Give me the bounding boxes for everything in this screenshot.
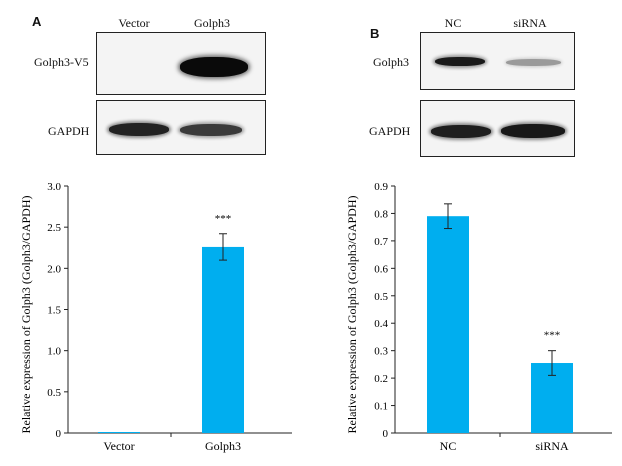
y-tick-label: 0.1 bbox=[374, 401, 388, 413]
row-label-gapdh-a: GAPDH bbox=[48, 124, 90, 138]
x-tick-label: Vector bbox=[103, 439, 134, 453]
band-a-gapdh-vector bbox=[109, 123, 169, 136]
x-tick-label: NC bbox=[440, 439, 457, 453]
lane-label-golph3: Golph3 bbox=[194, 16, 230, 30]
y-tick-label: 0.4 bbox=[374, 318, 388, 330]
y-tick-label: 0.7 bbox=[374, 236, 388, 248]
x-tick-label: siRNA bbox=[535, 439, 569, 453]
y-tick-label: 0.5 bbox=[374, 291, 388, 303]
significance-label: *** bbox=[544, 330, 561, 342]
y-tick-label: 0.2 bbox=[374, 373, 388, 385]
y-tick-label: 0 bbox=[383, 428, 389, 440]
band-b-golph3-nc bbox=[435, 57, 485, 66]
band-b-gapdh-sirna bbox=[501, 124, 565, 138]
y-tick-label: 0.5 bbox=[47, 387, 61, 399]
panel-a-letter: A bbox=[32, 14, 42, 29]
y-tick-label: 2.5 bbox=[47, 222, 61, 234]
lane-label-vector: Vector bbox=[118, 16, 150, 30]
blot-b-golph3 bbox=[420, 32, 575, 90]
y-tick-label: 0 bbox=[56, 428, 62, 440]
blot-a-gapdh bbox=[96, 100, 266, 155]
significance-label: *** bbox=[215, 213, 232, 225]
row-label-gapdh-b: GAPDH bbox=[369, 124, 411, 138]
y-tick-label: 0.3 bbox=[374, 346, 388, 358]
y-tick-label: 0.8 bbox=[374, 208, 388, 220]
y-tick-label: 0.6 bbox=[374, 263, 388, 275]
lane-label-nc: NC bbox=[444, 16, 462, 30]
bar bbox=[98, 432, 140, 433]
panel-b-letter: B bbox=[370, 26, 380, 41]
x-tick-label: Golph3 bbox=[205, 439, 241, 453]
blot-b-gapdh bbox=[420, 100, 575, 157]
band-a-gapdh-golph3 bbox=[180, 124, 242, 136]
y-axis-label: Relative expression of Golph3 (Golph3/GA… bbox=[345, 196, 359, 434]
row-label-golph3-v5: Golph3-V5 bbox=[34, 55, 89, 69]
bar bbox=[427, 216, 469, 433]
band-b-golph3-sirna bbox=[506, 59, 561, 66]
y-tick-label: 0.9 bbox=[374, 181, 388, 193]
y-tick-label: 1.0 bbox=[47, 346, 61, 358]
row-label-golph3-b: Golph3 bbox=[373, 55, 409, 69]
bar bbox=[202, 246, 244, 433]
lane-label-sirna: siRNA bbox=[513, 16, 547, 30]
y-tick-label: 1.5 bbox=[47, 305, 61, 317]
y-tick-label: 3.0 bbox=[47, 181, 61, 193]
y-tick-label: 2.0 bbox=[47, 263, 61, 275]
band-a-v5-golph3 bbox=[180, 57, 248, 77]
y-axis-label: Relative expression of Golph3 (Golph3/GA… bbox=[19, 196, 33, 434]
band-b-gapdh-nc bbox=[431, 125, 491, 138]
blot-a-golph3-v5 bbox=[96, 32, 266, 95]
